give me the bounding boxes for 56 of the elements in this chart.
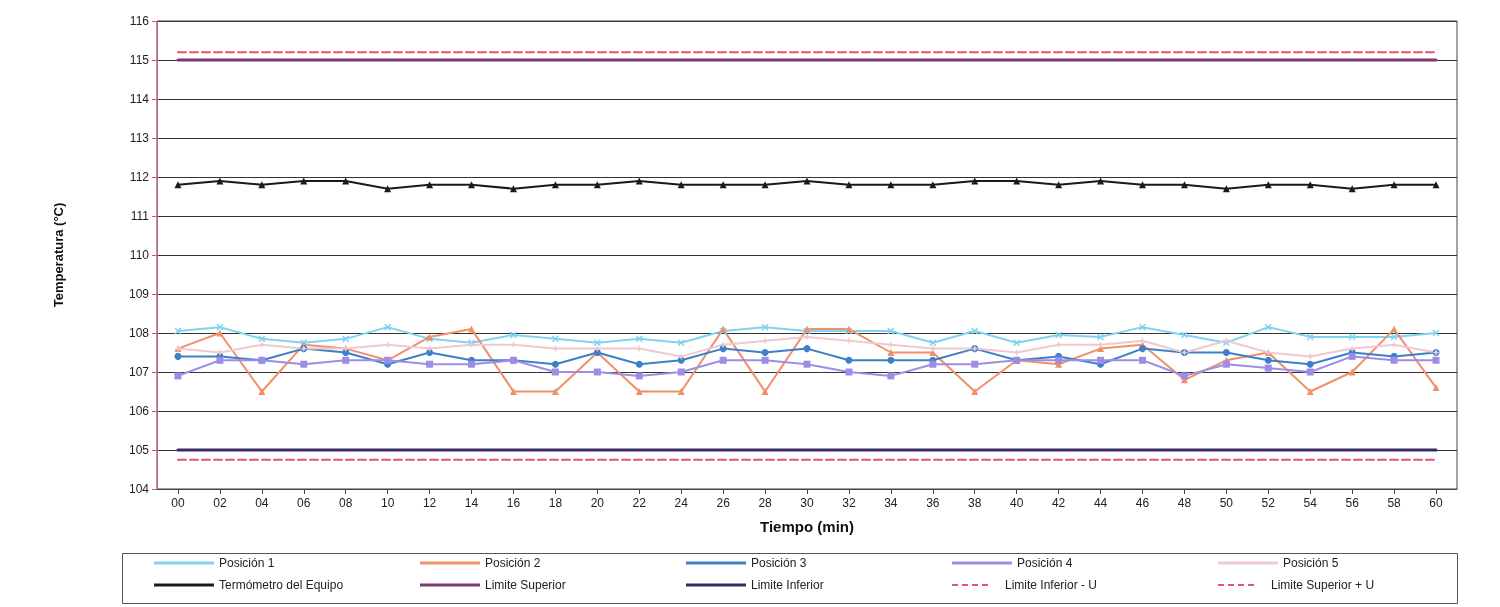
y-tick-label: 110 [129, 248, 150, 262]
x-tick-label: 04 [255, 496, 269, 510]
x-tick-label: 06 [297, 496, 311, 510]
legend-label: Posición 3 [751, 556, 807, 570]
y-tick-label: 115 [129, 53, 150, 67]
x-tick-label: 30 [800, 496, 814, 510]
x-tick-label: 50 [1219, 496, 1234, 510]
x-tick-label: 16 [506, 496, 521, 510]
x-tick-label: 00 [171, 496, 185, 510]
x-tick-label: 42 [1051, 496, 1066, 510]
x-tick-label: 28 [758, 496, 773, 510]
y-tick-label: 105 [128, 443, 150, 457]
x-tick-label: 22 [632, 496, 647, 510]
legend-label: Posición 5 [1283, 556, 1339, 570]
x-tick-label: 18 [548, 496, 563, 510]
x-tick-label: 52 [1261, 496, 1276, 510]
x-tick-label: 38 [968, 496, 982, 510]
x-axis-title: Tiempo (min) [760, 518, 854, 535]
y-tick-label: 113 [129, 131, 150, 145]
x-tick-label: 44 [1093, 496, 1108, 510]
x-tick-label: 40 [1010, 496, 1024, 510]
legend-label: Limite Inferior [751, 578, 824, 592]
x-tick-label: 14 [464, 496, 479, 510]
x-tick-label: 36 [926, 496, 940, 510]
y-tick-label: 114 [129, 92, 150, 106]
x-tick-label: 56 [1345, 496, 1360, 510]
y-tick-label: 104 [128, 482, 150, 496]
x-tick-label: 34 [884, 496, 898, 510]
y-tick-label: 107 [128, 365, 150, 379]
x-tick-label: 10 [380, 496, 395, 510]
x-tick-label: 58 [1387, 496, 1402, 510]
x-tick-label: 32 [842, 496, 856, 510]
legend-label: Limite Inferior - U [1005, 578, 1098, 592]
legend-label: Posición 2 [485, 556, 541, 570]
y-tick-label: 112 [129, 170, 150, 184]
legend-label: Termómetro del Equipo [219, 578, 344, 592]
legend-label: Posición 4 [1017, 556, 1073, 570]
legend-label: Limite Superior + U [1271, 578, 1375, 592]
y-axis-title: Temperatura (°C) [51, 202, 66, 308]
x-tick-label: 26 [716, 496, 731, 510]
y-tick-label: 106 [128, 404, 150, 418]
y-tick-label: 108 [128, 326, 150, 340]
x-tick-label: 12 [422, 496, 437, 510]
x-tick-label: 54 [1303, 496, 1318, 510]
x-tick-label: 24 [674, 496, 689, 510]
x-tick-label: 02 [213, 496, 227, 510]
x-tick-label: 60 [1429, 496, 1444, 510]
x-tick-label: 46 [1135, 496, 1150, 510]
legend-label: Posición 1 [219, 556, 275, 570]
y-tick-label: 109 [128, 287, 150, 301]
x-tick-label: 08 [339, 496, 353, 510]
y-tick-label: 111 [130, 209, 150, 223]
y-tick-label: 116 [129, 14, 150, 28]
legend-label: Limite Superior [485, 578, 566, 592]
x-tick-label: 48 [1177, 496, 1192, 510]
x-tick-label: 20 [590, 496, 605, 510]
